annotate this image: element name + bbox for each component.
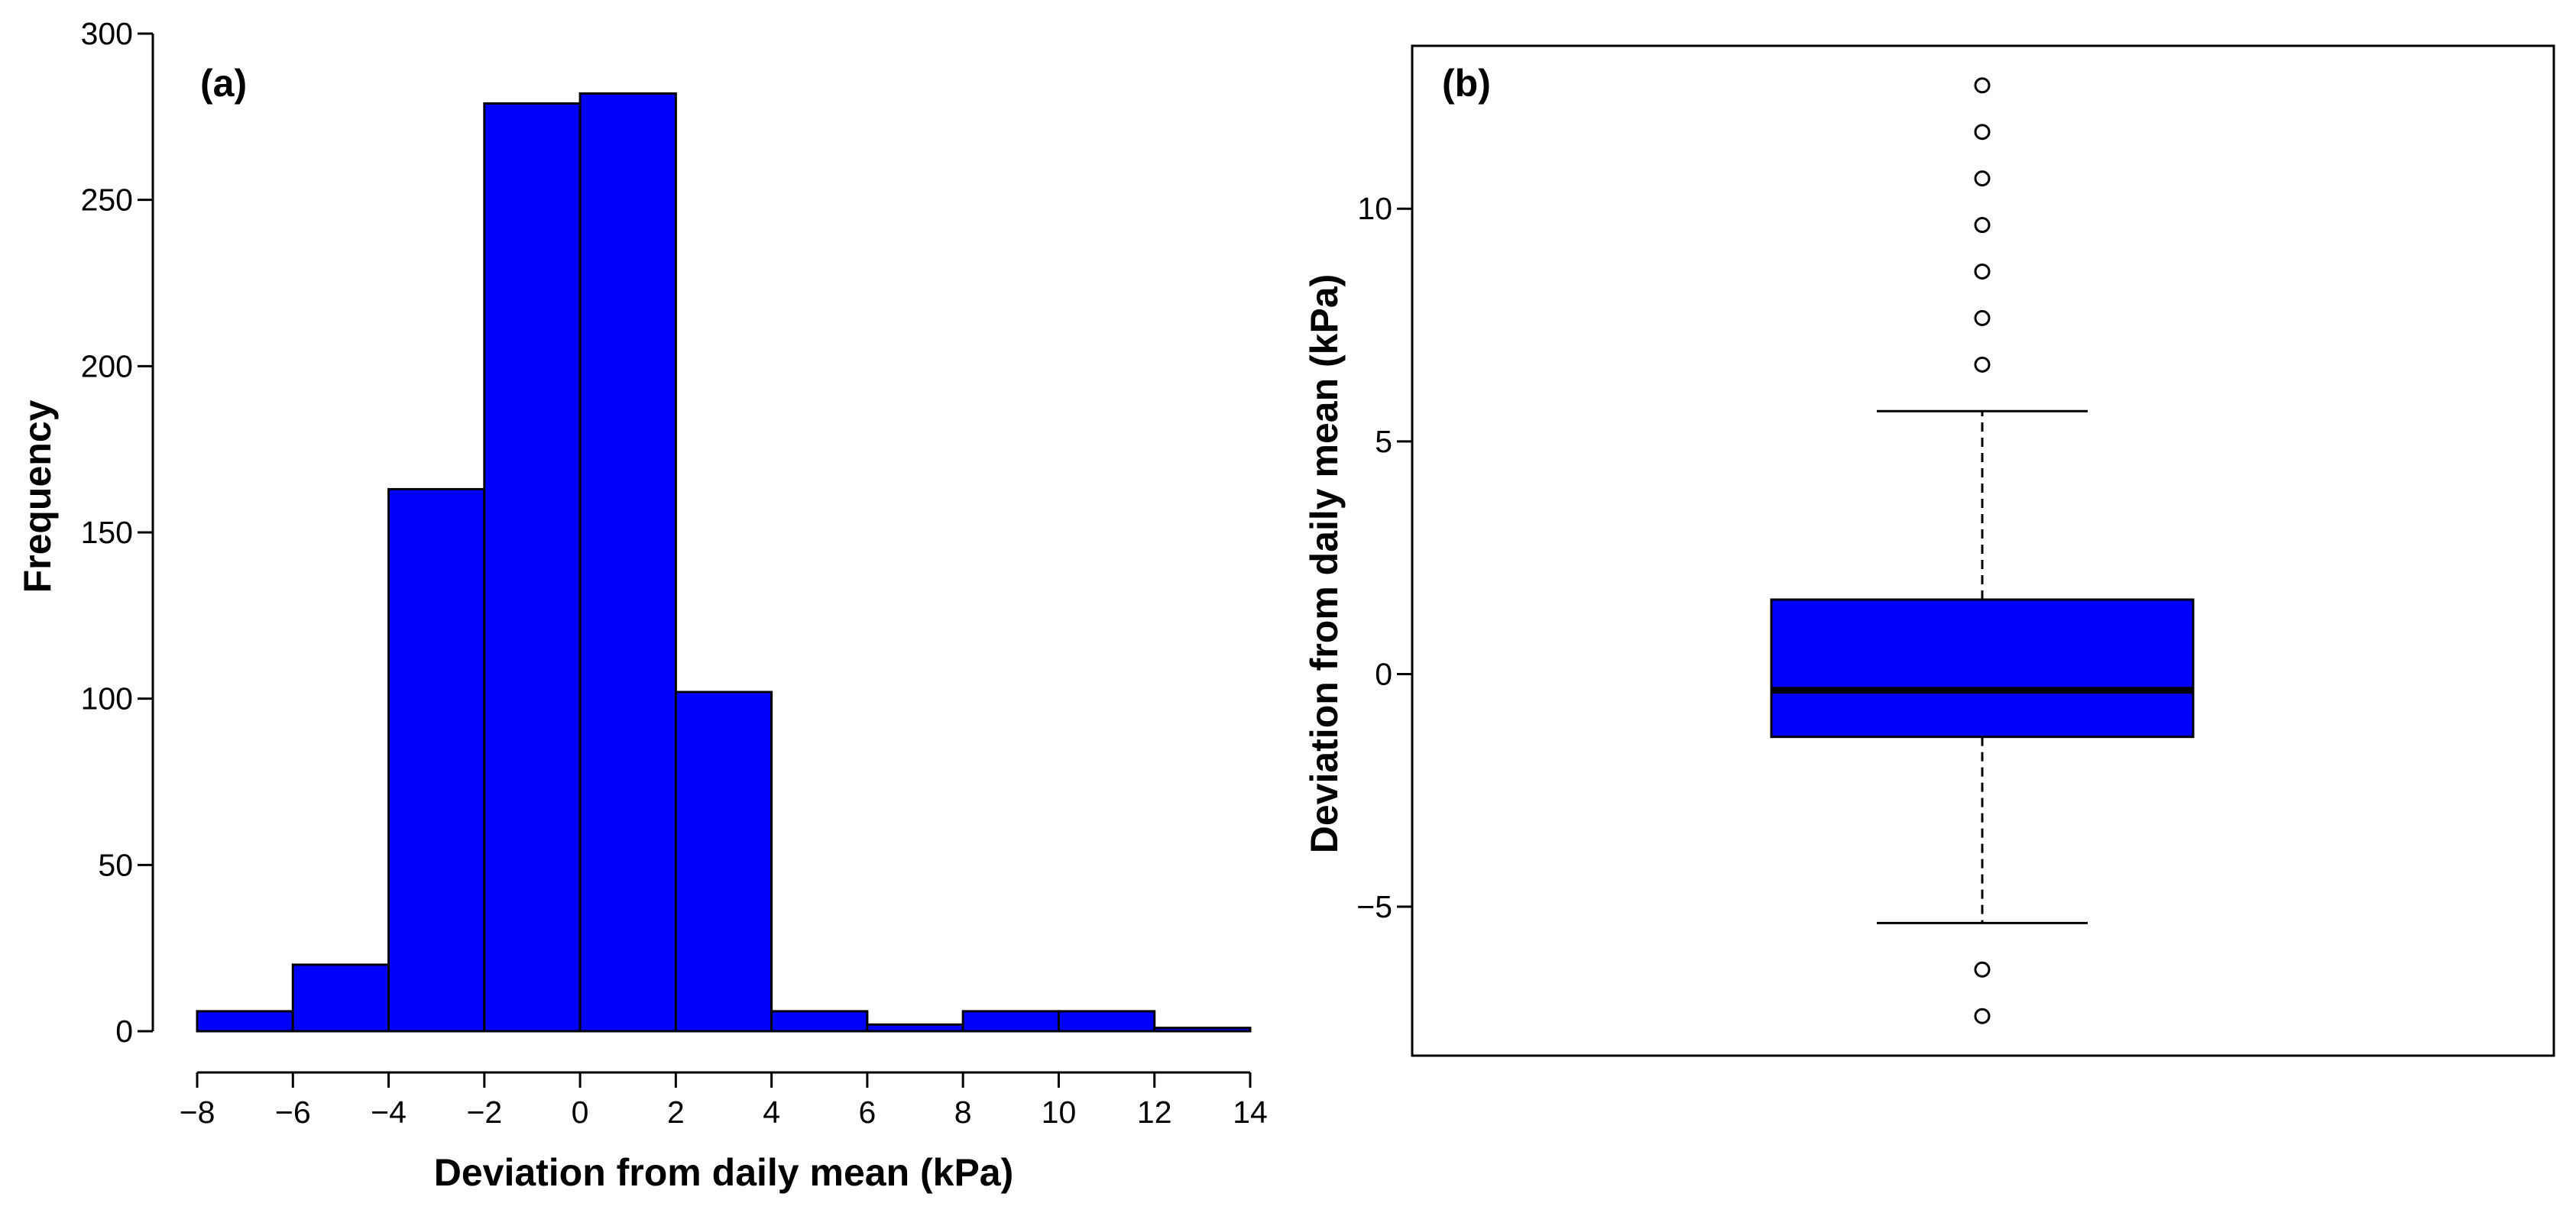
y-tick-label: 50: [98, 847, 133, 882]
outlier-point: [1974, 170, 1991, 187]
y-tick-label: 250: [81, 183, 133, 218]
histogram-bar: [483, 102, 582, 1033]
boxplot: [1770, 77, 2195, 1024]
x-tick-label: 8: [954, 1095, 972, 1130]
histogram-bar: [1153, 1027, 1252, 1033]
outlier-point: [1974, 217, 1991, 234]
histogram-bar: [866, 1023, 964, 1033]
panel-label-b: (b): [1442, 62, 1491, 105]
histogram-panel: (a) 0 50 100 150 200 250 300 −8 −6 −4 −2 0 2 4 6 8 10 12…: [16, 16, 1268, 1194]
y-tick-label: 150: [81, 515, 133, 550]
x-tick-label: 14: [1233, 1095, 1268, 1130]
x-tick-label: 2: [667, 1095, 685, 1130]
y-axis: 0 50 100 150 200 250 300: [81, 16, 154, 1049]
interquartile-box: [1770, 598, 2195, 739]
histogram-bar: [196, 1010, 294, 1033]
x-tick-label: 0: [572, 1095, 589, 1130]
plot-frame: [1411, 44, 2555, 1057]
y-tick-label: 200: [81, 348, 133, 383]
histogram-bar: [770, 1010, 869, 1033]
outlier-point: [1974, 961, 1991, 978]
y-tick-label: 0: [1375, 656, 1392, 691]
x-tick-label: −4: [371, 1095, 407, 1130]
y-tick-label: −5: [1356, 889, 1392, 924]
histogram-bar: [291, 963, 390, 1033]
outlier-point: [1974, 77, 1991, 94]
outlier-point: [1974, 124, 1991, 141]
x-axis: −8 −6 −4 −2 0 2 4 6 8 10 12 14: [180, 1071, 1268, 1130]
x-tick-label: 4: [763, 1095, 780, 1130]
outlier-point: [1974, 1008, 1991, 1024]
x-tick-label: 12: [1137, 1095, 1172, 1130]
x-tick-label: −6: [275, 1095, 311, 1130]
histogram-bar: [1057, 1010, 1156, 1033]
x-tick-label: 10: [1042, 1095, 1077, 1130]
y-tick-label: 0: [115, 1014, 133, 1049]
histogram-bar: [961, 1010, 1060, 1033]
histogram-bars: [196, 92, 1252, 1033]
x-tick-label: −8: [180, 1095, 215, 1130]
y-tick-label: 300: [81, 16, 133, 51]
y-tick-label: 100: [81, 681, 133, 716]
histogram-bar: [387, 487, 486, 1033]
outlier-point: [1974, 263, 1991, 280]
y-axis-label: Frequency: [16, 399, 59, 593]
y-tick-label: 5: [1375, 424, 1392, 459]
outlier-point: [1974, 356, 1991, 373]
x-tick-label: 6: [859, 1095, 876, 1130]
y-tick-label: 10: [1357, 191, 1392, 226]
boxplot-panel: (b) −5 0 5 10 Deviation from daily mean (kP…: [1303, 44, 2555, 1057]
outlier-point: [1974, 309, 1991, 326]
y-axis-label: Deviation from daily mean (kPa): [1303, 274, 1346, 854]
panel-label-a: (a): [200, 62, 247, 105]
histogram-bar: [578, 92, 677, 1033]
y-axis: −5 0 5 10: [1356, 191, 1412, 924]
x-tick-label: −2: [466, 1095, 502, 1130]
x-axis-label: Deviation from daily mean (kPa): [434, 1151, 1014, 1194]
histogram-bar: [674, 691, 773, 1033]
